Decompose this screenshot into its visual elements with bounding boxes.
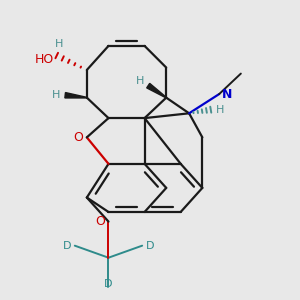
Text: HO: HO: [35, 53, 54, 66]
Text: O: O: [73, 131, 83, 144]
Text: H: H: [216, 105, 224, 115]
Polygon shape: [147, 83, 166, 98]
Text: O: O: [95, 215, 105, 228]
Text: H: H: [55, 39, 63, 49]
Text: H: H: [136, 76, 145, 86]
Polygon shape: [65, 93, 87, 98]
Text: D: D: [146, 241, 154, 251]
Text: N: N: [222, 88, 232, 100]
Text: H: H: [52, 90, 60, 100]
Text: D: D: [63, 241, 71, 251]
Text: D: D: [104, 279, 113, 289]
